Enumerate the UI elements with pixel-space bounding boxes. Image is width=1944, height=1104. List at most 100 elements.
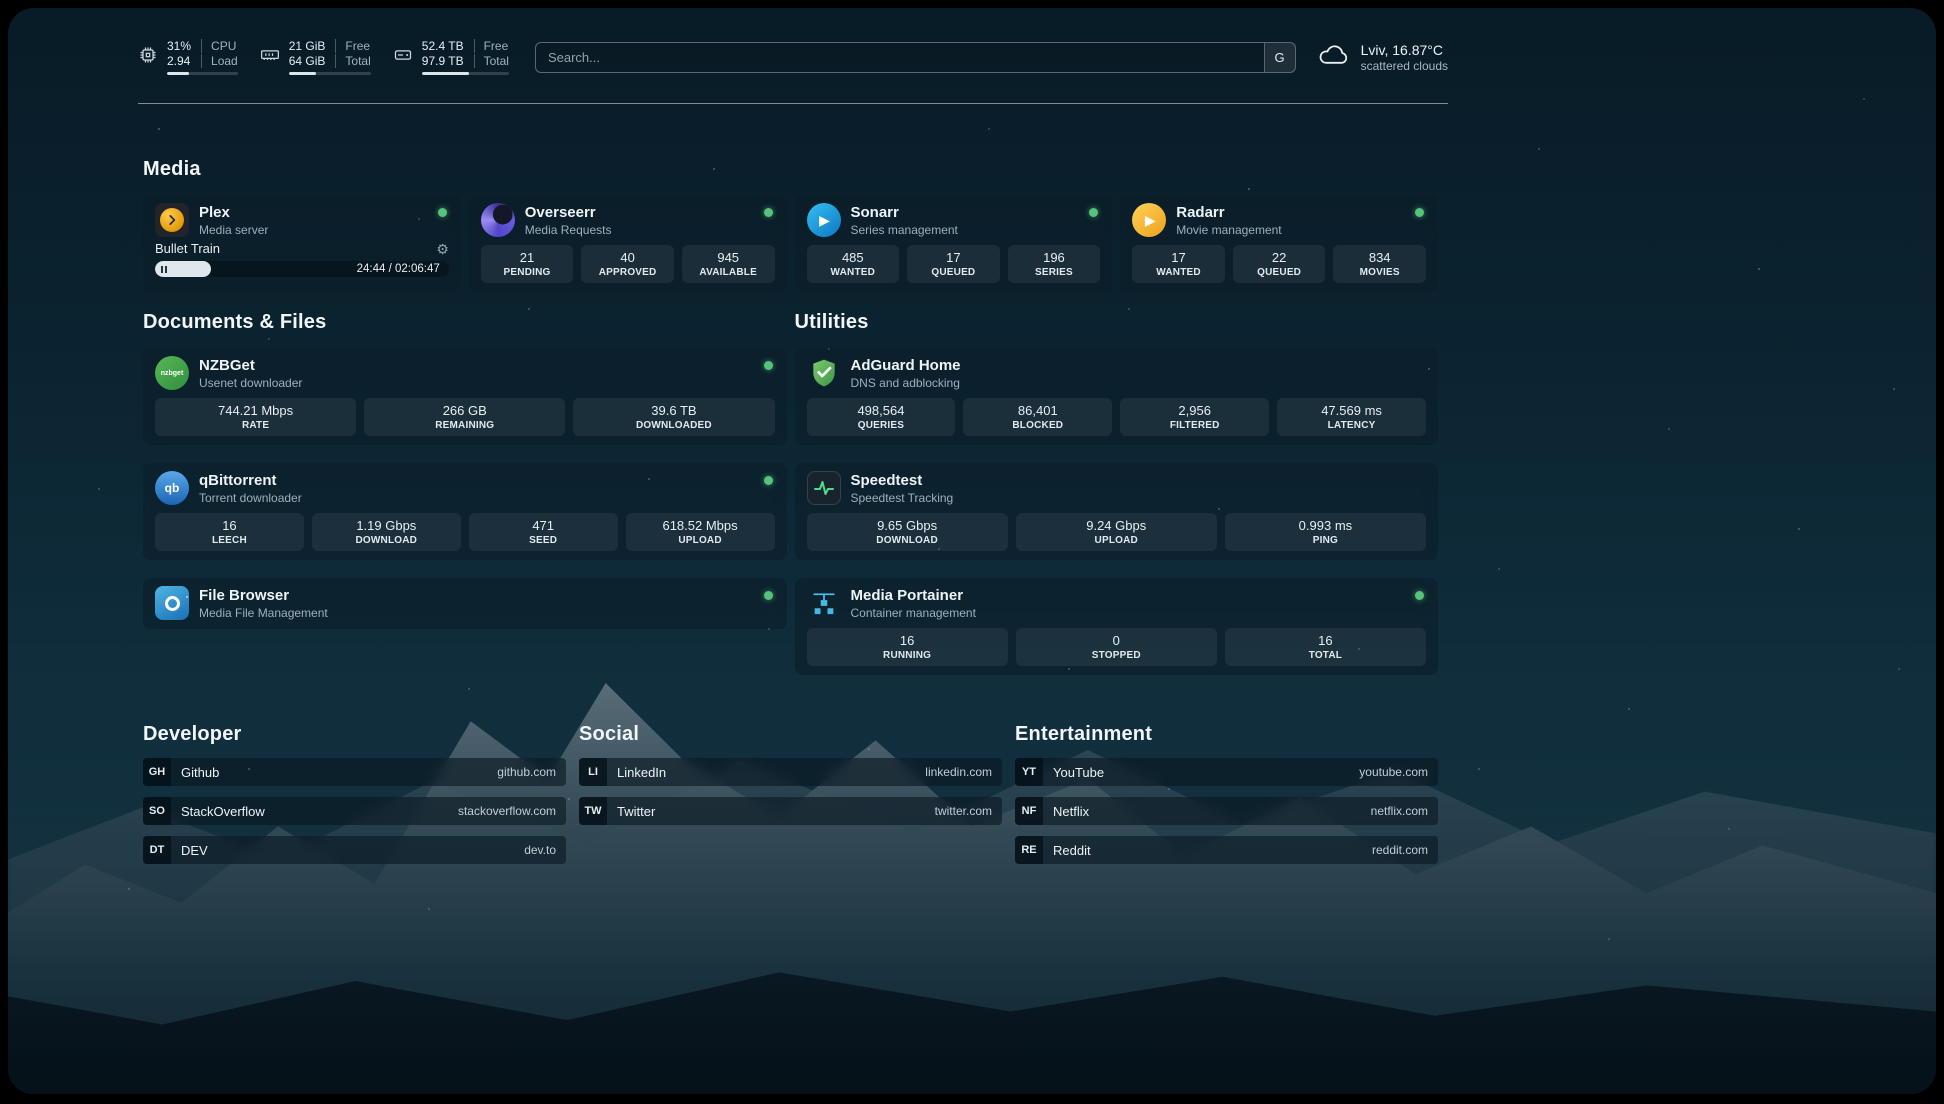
playback-progressbar[interactable]: 24:44 / 02:06:47: [155, 261, 449, 277]
bookmark-github[interactable]: GH Github github.com: [143, 758, 566, 786]
stat-label: SERIES: [1012, 267, 1097, 278]
stat-box: 0.993 ms PING: [1225, 513, 1426, 551]
app-card-qbittorrent[interactable]: qb qBittorrent Torrent downloader 16 LEE…: [143, 463, 787, 560]
stat-value: 21: [485, 249, 570, 266]
youtube-icon: YT: [1015, 758, 1043, 786]
stat-value: 1.19 Gbps: [316, 517, 457, 534]
cpu-load: 2.94: [167, 54, 201, 68]
bookmark-group-social: Social LI LinkedIn linkedin.com TW Twitt…: [579, 723, 1002, 864]
bookmark-stackoverflow[interactable]: SO StackOverflow stackoverflow.com: [143, 797, 566, 825]
bookmark-url: github.com: [497, 765, 556, 779]
stat-label: UPLOAD: [630, 535, 771, 546]
stat-box: 86,401 BLOCKED: [963, 398, 1112, 436]
stat-label: AVAILABLE: [686, 267, 771, 278]
section-title-utilities: Utilities: [795, 311, 1439, 334]
system-metrics: 31% CPU 2.94 Load 21 GiB: [138, 39, 509, 75]
bookmark-youtube[interactable]: YT YouTube youtube.com: [1015, 758, 1438, 786]
app-card-radarr[interactable]: ▶ Radarr Movie management 17 WANTED 22 Q…: [1120, 195, 1438, 292]
stat-box: 1.19 Gbps DOWNLOAD: [312, 513, 461, 551]
sonarr-icon: ▶: [807, 203, 841, 237]
app-subtitle: Media server: [199, 223, 268, 237]
disk-free: 52.4 TB: [422, 39, 474, 53]
weather-widget: Lviv, 16.87°C scattered clouds: [1316, 41, 1448, 73]
app-card-portainer[interactable]: Media Portainer Container management 16 …: [795, 578, 1439, 675]
stat-label: STOPPED: [1020, 650, 1213, 661]
status-dot: [1415, 591, 1424, 600]
search-input[interactable]: [535, 42, 1296, 73]
stat-box: 834 MOVIES: [1333, 245, 1426, 283]
stat-value: 0: [1020, 632, 1213, 649]
app-card-sonarr[interactable]: ▶ Sonarr Series management 485 WANTED 17…: [795, 195, 1113, 292]
app-subtitle: Media Requests: [525, 223, 612, 237]
stat-box: 16 LEECH: [155, 513, 304, 551]
bookmark-twitter[interactable]: TW Twitter twitter.com: [579, 797, 1002, 825]
cpu-progress-fill: [167, 72, 189, 75]
stat-label: WANTED: [811, 267, 896, 278]
bookmark-url: linkedin.com: [925, 765, 992, 779]
app-subtitle: Speedtest Tracking: [851, 491, 954, 505]
stat-value: 17: [1136, 249, 1221, 266]
disk-total-label: Total: [474, 54, 509, 68]
search-engine-icon[interactable]: G: [1264, 43, 1295, 72]
bookmark-name: StackOverflow: [181, 804, 265, 819]
stat-value: 744.21 Mbps: [159, 402, 352, 419]
bookmark-name: Twitter: [617, 804, 655, 819]
status-dot: [764, 476, 773, 485]
stat-label: WANTED: [1136, 267, 1221, 278]
cpu-progressbar: [167, 72, 238, 75]
bookmark-url: netflix.com: [1371, 804, 1428, 818]
bookmark-name: DEV: [181, 843, 208, 858]
cpu-label: CPU: [201, 39, 238, 53]
nzbget-icon: nzbget: [155, 356, 189, 390]
bookmark-url: stackoverflow.com: [458, 804, 556, 818]
bookmark-dev[interactable]: DT DEV dev.to: [143, 836, 566, 864]
bookmark-linkedin[interactable]: LI LinkedIn linkedin.com: [579, 758, 1002, 786]
disk-total: 97.9 TB: [422, 54, 474, 68]
bookmark-netflix[interactable]: NF Netflix netflix.com: [1015, 797, 1438, 825]
stat-box: 9.24 Gbps UPLOAD: [1016, 513, 1217, 551]
dev-icon: DT: [143, 836, 171, 864]
stat-value: 47.569 ms: [1281, 402, 1422, 419]
app-name: File Browser: [199, 587, 328, 605]
portainer-icon: [807, 586, 841, 620]
app-name: Overseerr: [525, 204, 612, 222]
app-card-adguard[interactable]: AdGuard Home DNS and adblocking 498,564 …: [795, 348, 1439, 445]
stat-label: APPROVED: [585, 267, 670, 278]
app-card-overseerr[interactable]: Overseerr Media Requests 21 PENDING 40 A…: [469, 195, 787, 292]
stat-box: 618.52 Mbps UPLOAD: [626, 513, 775, 551]
app-card-plex[interactable]: Plex Media server Bullet Train ⚙ 24:44 /…: [143, 195, 461, 292]
app-card-nzbget[interactable]: nzbget NZBGet Usenet downloader 744.21 M…: [143, 348, 787, 445]
disk-icon: [393, 45, 413, 70]
app-subtitle: DNS and adblocking: [851, 376, 961, 390]
app-subtitle: Series management: [851, 223, 958, 237]
bookmark-url: dev.to: [524, 843, 556, 857]
bookmark-reddit[interactable]: RE Reddit reddit.com: [1015, 836, 1438, 864]
app-name: Radarr: [1176, 204, 1281, 222]
main-content: Media Plex Media server Bullet Train ⚙: [143, 148, 1438, 864]
two-column-area: Documents & Files nzbget NZBGet Usenet d…: [143, 311, 1438, 675]
gear-icon[interactable]: ⚙: [436, 242, 449, 256]
stat-value: 39.6 TB: [577, 402, 770, 419]
app-card-filebrowser[interactable]: File Browser Media File Management: [143, 578, 787, 629]
stat-value: 16: [811, 632, 1004, 649]
adguard-icon: [807, 356, 841, 390]
memory-progressbar: [289, 72, 371, 75]
stat-box: 471 SEED: [469, 513, 618, 551]
stat-value: 485: [811, 249, 896, 266]
stat-value: 0.993 ms: [1229, 517, 1422, 534]
stat-value: 196: [1012, 249, 1097, 266]
stat-box: 40 APPROVED: [581, 245, 674, 283]
stat-box: 21 PENDING: [481, 245, 574, 283]
stat-label: REMAINING: [368, 420, 561, 431]
stat-box: 39.6 TB DOWNLOADED: [573, 398, 774, 436]
app-card-speedtest[interactable]: Speedtest Speedtest Tracking 9.65 Gbps D…: [795, 463, 1439, 560]
filebrowser-icon: [155, 586, 189, 620]
disk-widget: 52.4 TB Free 97.9 TB Total: [393, 39, 509, 75]
playback-progress-fill: [155, 261, 211, 277]
bookmark-name: Github: [181, 765, 219, 780]
stat-box: 17 WANTED: [1132, 245, 1225, 283]
stat-label: QUEUED: [1237, 267, 1322, 278]
stat-label: MOVIES: [1337, 267, 1422, 278]
stat-label: QUEUED: [911, 267, 996, 278]
stat-value: 40: [585, 249, 670, 266]
